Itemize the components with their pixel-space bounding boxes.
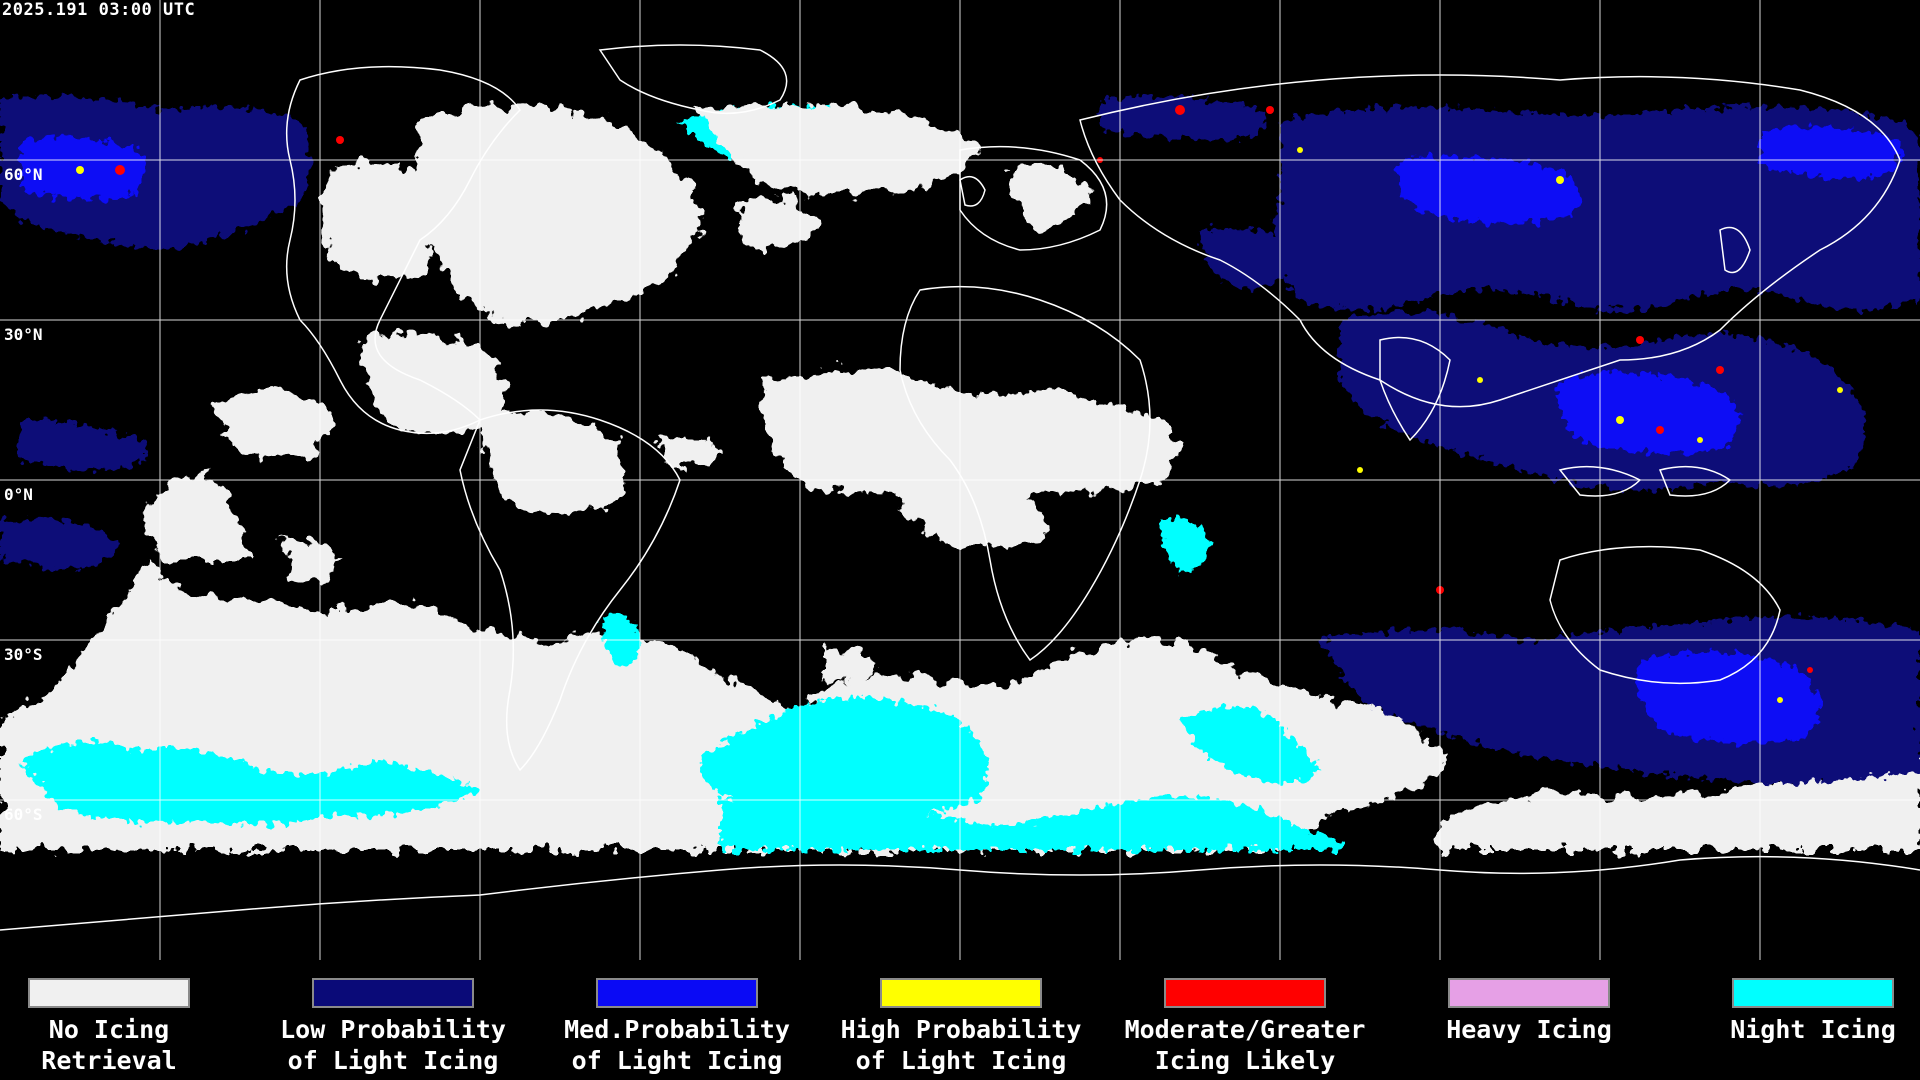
legend-item-no-icing: No Icing Retrieval xyxy=(0,978,251,1076)
no-icing-retrieval-north xyxy=(216,105,1180,684)
legend-swatch xyxy=(312,978,474,1008)
moderate-icing-speckle xyxy=(115,105,1813,673)
lat-label-30n: 30°N xyxy=(4,325,43,344)
lat-lon-grid xyxy=(0,0,1920,960)
legend-item-med-probability: Med.Probability of Light Icing xyxy=(535,978,819,1076)
legend-label-line2: Retrieval xyxy=(41,1046,177,1075)
legend-label-line2: of Light Icing xyxy=(287,1046,499,1075)
legend-label-line1: Low Probability xyxy=(280,1015,506,1044)
legend-item-heavy-icing: Heavy Icing xyxy=(1387,978,1671,1045)
legend-swatch xyxy=(596,978,758,1008)
lat-label-60n: 60°N xyxy=(4,165,43,184)
lat-label-30s: 30°S xyxy=(4,645,43,664)
legend: No Icing Retrieval Low Probability of Li… xyxy=(0,960,1920,1080)
legend-label-line2: of Light Icing xyxy=(571,1046,783,1075)
legend-item-moderate-greater: Moderate/Greater Icing Likely xyxy=(1103,978,1387,1076)
timestamp-label: 2025.191 03:00 UTC xyxy=(2,0,196,20)
legend-swatch xyxy=(1732,978,1894,1008)
legend-label-line1: Night Icing xyxy=(1730,1015,1896,1044)
legend-label-line2: of Light Icing xyxy=(855,1046,1067,1075)
legend-label-line2: Icing Likely xyxy=(1154,1046,1336,1075)
legend-label-line1: No Icing xyxy=(48,1015,170,1044)
legend-swatch xyxy=(28,978,190,1008)
high-probability-speckle xyxy=(76,147,1843,703)
legend-label-line1: Moderate/Greater xyxy=(1124,1015,1366,1044)
legend-item-night-icing: Night Icing xyxy=(1671,978,1920,1045)
legend-item-low-probability: Low Probability of Light Icing xyxy=(251,978,535,1076)
map-canvas xyxy=(0,0,1920,960)
legend-swatch xyxy=(1448,978,1610,1008)
legend-label-line1: Med.Probability xyxy=(564,1015,790,1044)
lat-label-60s: 60°S xyxy=(4,805,43,824)
legend-swatch xyxy=(1164,978,1326,1008)
legend-label-line1: Heavy Icing xyxy=(1446,1015,1612,1044)
legend-swatch xyxy=(880,978,1042,1008)
legend-label-line1: High Probability xyxy=(840,1015,1082,1044)
lat-label-0n: 0°N xyxy=(4,485,33,504)
legend-item-high-probability: High Probability of Light Icing xyxy=(819,978,1103,1076)
icing-map: 2025.191 03:00 UTC 60°N 30°N 0°N 30°S 60… xyxy=(0,0,1920,960)
